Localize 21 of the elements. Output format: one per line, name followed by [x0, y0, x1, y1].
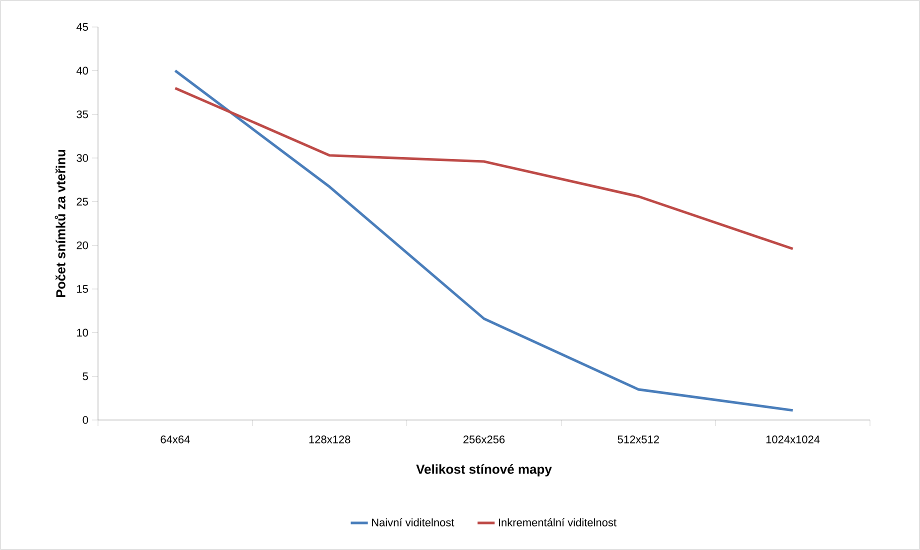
y-tick-label: 20 [76, 241, 88, 250]
y-tick-label: 30 [76, 154, 88, 162]
legend-label: Inkrementální viditelnost [498, 518, 616, 526]
y-tick-label: 10 [77, 328, 88, 337]
y-tick-label: 15 [77, 285, 88, 293]
y-tick-label: 45 [76, 23, 88, 31]
line-series [174, 69, 794, 412]
y-axis-title: Počet snímků za vteřinu [54, 150, 66, 298]
x-tick-label: 512x512 [618, 436, 659, 444]
y-tick-label: 25 [76, 198, 88, 206]
y-tick-label: 0 [82, 416, 88, 424]
line-series [174, 86, 794, 250]
y-tick-label: 35 [76, 110, 88, 118]
x-tick-label: 128x128 [309, 436, 350, 444]
x-axis-title: Velikost stínové mapy [416, 464, 552, 476]
y-tick-label: 40 [76, 66, 88, 75]
x-tick-label: 256x256 [463, 436, 505, 444]
y-tick-label: 5 [82, 372, 88, 380]
x-tick-label: 64x64 [160, 436, 190, 444]
legend-label: Naivní viditelnost [372, 518, 454, 526]
x-tick-label: 1024x1024 [766, 436, 820, 444]
